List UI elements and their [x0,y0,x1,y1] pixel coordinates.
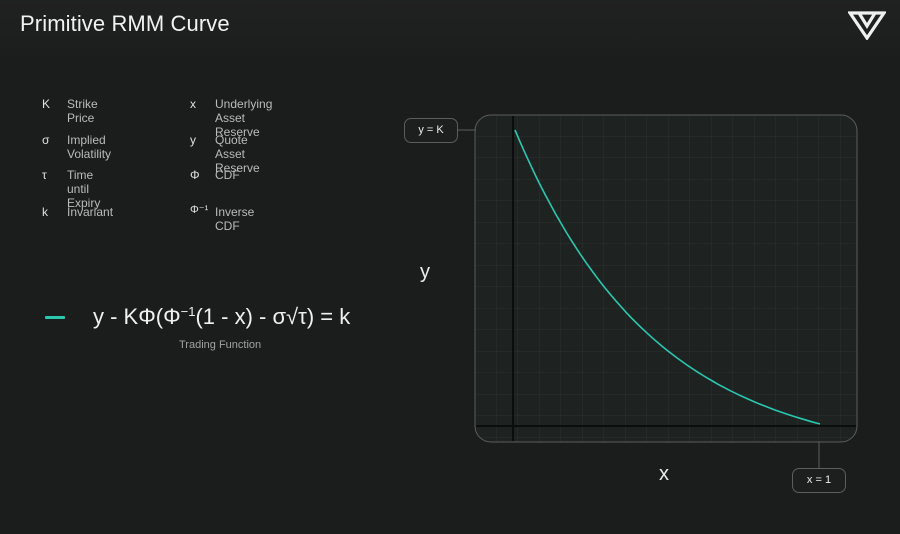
legend-symbol: Φ⁻¹ [190,204,209,216]
legend-symbol: σ [42,133,50,147]
header [0,0,900,57]
x-equals-1-callout: x = 1 [792,468,846,493]
formula-part: y - KΦ(Φ [93,304,181,329]
legend-label: CDF [215,168,240,182]
trading-function-curve [514,129,821,425]
legend-symbol: x [190,97,196,111]
legend-label: Quote Asset Reserve [215,133,260,175]
page-title: Primitive RMM Curve [20,11,230,36]
curve-legend-swatch [45,316,65,319]
legend-label: Strike Price [67,97,98,125]
formula-caption: Trading Function [179,339,262,351]
legend-label: Invariant [67,205,114,219]
y-equals-k-callout: y = K [404,118,458,143]
chart-grid [475,115,857,442]
legend-symbol: Φ [190,168,200,182]
legend-label: Inverse CDF [215,205,255,233]
chart-panel [475,115,857,442]
formula-superscript: −1 [180,304,196,319]
legend-label: Time until Expiry [67,168,101,210]
formula-part: (1 - x) - σ√τ) = k [195,304,351,329]
legend-symbol: y [190,133,196,147]
legend-symbol: τ [42,168,47,182]
legend-label: Underlying Asset Reserve [215,97,273,139]
x-axis-label: x [659,463,669,485]
legend-label: Implied Volatility [67,133,112,161]
primitive-logo-icon [848,11,886,40]
y-axis-label: y [420,261,430,283]
legend-symbol: K [42,97,51,111]
legend-symbol: k [42,205,48,219]
trading-function-formula: y - KΦ(Φ−1(1 - x) - σ√τ) = k [93,304,350,330]
